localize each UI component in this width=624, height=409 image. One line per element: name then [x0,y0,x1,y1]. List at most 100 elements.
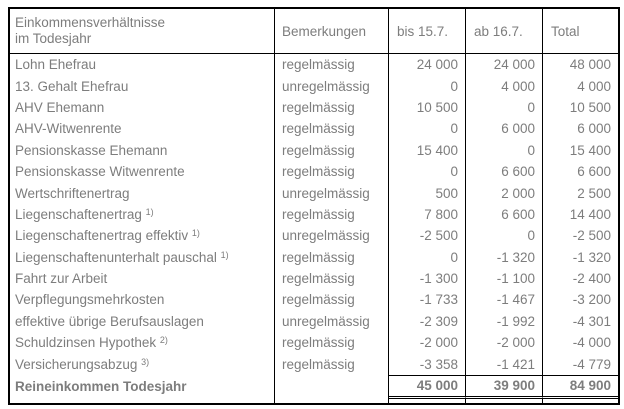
row-total: 4 000 [577,78,611,94]
row-bis-15-7: 0 [389,118,466,140]
row-ab-16-7: 0 [466,96,543,119]
row-ab-16-7: -2 000 [466,332,543,354]
row-bemerkung: unregelmässig [275,310,389,333]
row-ab-16-7: -1 992 [466,310,543,333]
row-bemerkung: regelmässig [275,118,389,140]
spacer-cell [275,398,389,403]
row-ab-16-7: 6 600 [466,203,543,226]
row-label: Verpflegungsmehrkosten [10,289,275,311]
row-total: 2 500 [577,185,611,201]
table-row: Fahrt zur Arbeit regelmässig -1 300 -1 100 -… [10,267,618,290]
table-row: Wertschriftenertrag unregelmässig 500 2 000… [10,182,618,204]
totals-row: Reineinkommen Todesjahr 45 000 39 900 84… [10,374,618,399]
row-bemerkung: regelmässig [275,289,389,311]
totals-total: 84 900 [543,374,618,399]
table-row: effektive übrige Berufsauslagen unregelmä… [10,310,618,333]
row-ab-16-7: 2 000 [466,182,543,204]
footnote-marker: 2) [159,335,168,346]
row-bis-15-7: -2 500 [389,225,466,247]
row-label: Versicherungsabzug 3) [10,353,275,375]
row-bis-15-7: 0 [389,160,466,183]
row-ab-16-7: -1 320 [466,246,543,268]
row-bemerkung: regelmässig [275,203,389,226]
row-bis-15-7: -1 733 [389,289,466,311]
row-ab-16-7: 6 600 [466,160,543,183]
row-ab-16-7: -1 467 [466,289,543,311]
spacer-cell [10,398,275,403]
header-bemerkungen: Bemerkungen [275,9,389,54]
footnote-marker: 1) [191,228,200,239]
table-row: Liegenschaftenunterhalt pauschal 1) regel… [10,246,618,268]
row-bis-15-7: 24 000 [389,54,466,76]
table-row: Lohn Ehefrau regelmässig 24 000 24 000 48 00… [10,54,618,76]
table-row: Liegenschaftenertrag effektiv 1) unregelm… [10,225,618,247]
footnote-marker: 3) [141,356,150,367]
header-einkommensverhaeltnisse: Einkommensverhältnisse im Todesjahr [10,9,275,54]
footnote-marker: 1) [145,206,154,217]
row-total: -4 779 [572,356,611,372]
row-label: Wertschriftenertrag [10,182,275,204]
row-label: Liegenschaftenertrag effektiv 1) [10,225,275,247]
row-bemerkung: regelmässig [275,96,389,119]
row-total: -3 200 [572,292,611,308]
row-ab-16-7: 24 000 [466,54,543,76]
table-row: Pensionskasse Ehemann regelmässig 15 400 0 1… [10,139,618,161]
row-bemerkung: regelmässig [275,353,389,375]
header-title-line2: im Todesjahr [15,31,92,46]
row-ab-16-7: 0 [466,139,543,161]
row-total: -4 301 [572,313,611,329]
spacer-cell [389,398,466,403]
row-label: Lohn Ehefrau [10,54,275,76]
table-body: Lohn Ehefrau regelmässig 24 000 24 000 48 00… [10,54,618,375]
row-bis-15-7: -1 300 [389,267,466,290]
row-bis-15-7: 0 [389,246,466,268]
row-bemerkung: regelmässig [275,139,389,161]
table-row: 13. Gehalt Ehefrau unregelmässig 0 4 000 4 0… [10,75,618,97]
row-label: Liegenschaftenertrag 1) [10,203,275,226]
row-total: 14 400 [569,206,611,222]
row-label: Fahrt zur Arbeit [10,267,275,290]
table-row: Versicherungsabzug 3) regelmässig -3 358 -1… [10,353,618,375]
table-row: Pensionskasse Witwenrente regelmässig 0 6 6… [10,160,618,183]
table-row: Verpflegungsmehrkosten regelmässig -1 733-… [10,289,618,311]
row-label: Pensionskasse Ehemann [10,139,275,161]
row-total: 6 600 [577,164,611,180]
table-row: AHV Ehemann regelmässig 10 500 0 10 500 [10,96,618,119]
header-ab-16-7: ab 16.7. [466,9,543,54]
income-table: Einkommensverhältnisse im Todesjahr Beme… [8,7,620,405]
row-label: effektive übrige Berufsauslagen [10,310,275,333]
spacer-cell [466,398,543,403]
row-total: -2 400 [572,271,611,287]
row-bis-15-7: -2 309 [389,310,466,333]
row-label: Schuldzinsen Hypothek 2) [10,332,275,354]
row-total: 6 000 [577,121,611,137]
row-bis-15-7: 15 400 [389,139,466,161]
header-title-line1: Einkommensverhältnisse [15,15,166,30]
totals-label: Reineinkommen Todesjahr [10,374,275,399]
row-bis-15-7: -3 358 [389,353,466,375]
row-label: AHV Ehemann [10,96,275,119]
totals-bis-15-7: 45 000 [389,374,466,399]
row-bemerkung: unregelmässig [275,225,389,247]
row-bemerkung: regelmässig [275,54,389,76]
row-bemerkung: regelmässig [275,267,389,290]
row-total: 15 400 [569,142,611,158]
row-ab-16-7: 6 000 [466,118,543,140]
row-total: -1 320 [572,249,611,265]
row-ab-16-7: -1 421 [466,353,543,375]
row-ab-16-7: 4 000 [466,75,543,97]
row-total: -4 000 [572,335,611,351]
spacer-cell [543,399,618,403]
row-ab-16-7: -1 100 [466,267,543,290]
row-bis-15-7: 500 [389,182,466,204]
spacer-row [10,398,618,403]
row-bis-15-7: 10 500 [389,96,466,119]
totals-bemerkungen-empty [275,374,389,399]
header-bis-15-7: bis 15.7. [389,9,466,54]
row-bis-15-7: -2 000 [389,332,466,354]
row-bemerkung: unregelmässig [275,75,389,97]
row-bemerkung: regelmässig [275,246,389,268]
row-label: Liegenschaftenunterhalt pauschal 1) [10,246,275,268]
header-row: Einkommensverhältnisse im Todesjahr Beme… [10,9,618,54]
row-ab-16-7: 0 [466,225,543,247]
